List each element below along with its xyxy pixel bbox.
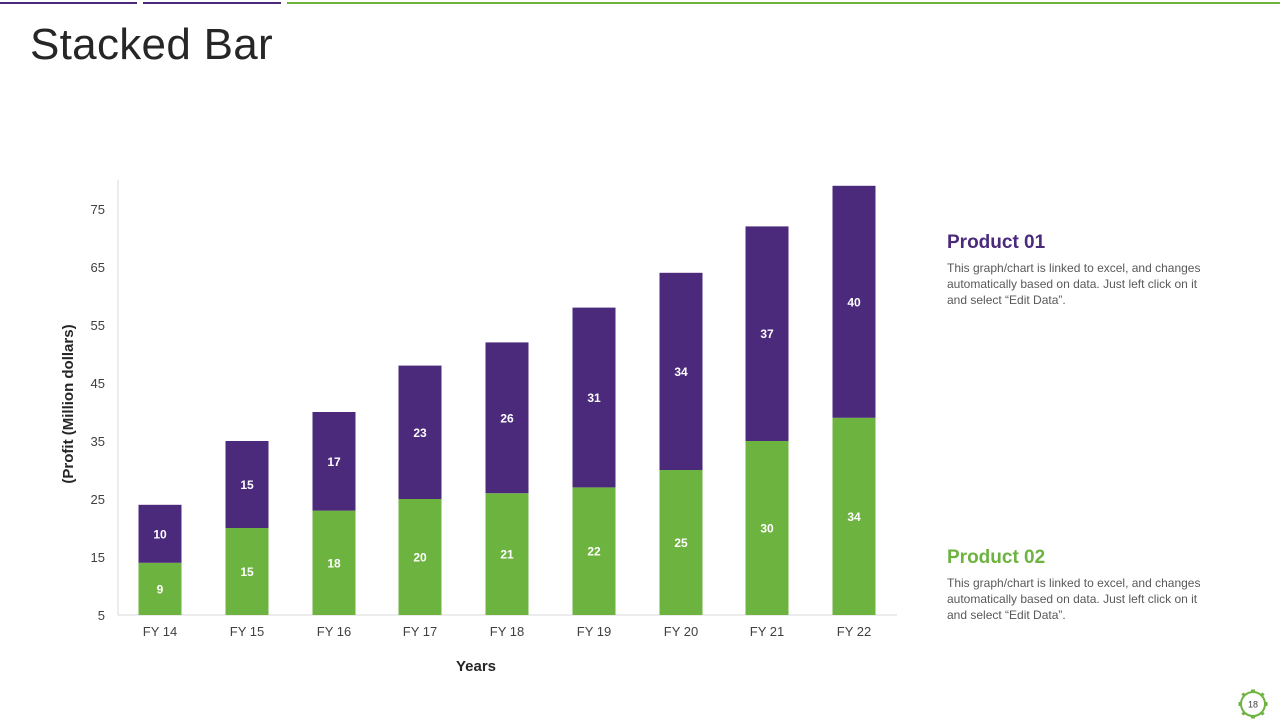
x-tick-label: FY 20 — [664, 624, 698, 639]
bar-segment-product-01 — [225, 441, 269, 528]
bar-segment-product-02 — [138, 562, 182, 615]
bar-segment-product-01 — [572, 307, 616, 488]
page-number: 18 — [1248, 700, 1258, 710]
bar-segment-product-01 — [659, 272, 703, 470]
bar-data-label: 15 — [240, 478, 254, 492]
bar-segment-product-01 — [745, 226, 789, 441]
bar-segment-product-01 — [832, 185, 876, 418]
page-number-badge: 18 — [1238, 689, 1268, 719]
bar-segment-product-02 — [832, 417, 876, 615]
bar-data-label: 15 — [240, 565, 254, 579]
bar-data-label: 34 — [847, 510, 861, 524]
x-tick-label: FY 22 — [837, 624, 871, 639]
y-tick-label: 5 — [98, 608, 105, 623]
y-tick-label: 75 — [91, 202, 105, 217]
x-tick-label: FY 16 — [317, 624, 351, 639]
y-axis-title: (Profit (Million dollars) — [60, 324, 77, 483]
page-title: Stacked Bar — [30, 20, 273, 69]
bar-data-label: 25 — [674, 536, 688, 550]
bar-data-label: 20 — [413, 551, 427, 565]
bar-data-label: 10 — [153, 527, 167, 541]
bar-data-label: 31 — [587, 391, 601, 405]
bar-data-label: 26 — [500, 411, 514, 425]
bar-segment-product-01 — [398, 365, 442, 499]
bar-data-label: 40 — [847, 295, 861, 309]
bar-data-label: 30 — [760, 522, 774, 536]
bar-segment-product-02 — [225, 528, 269, 615]
y-tick-label: 35 — [91, 434, 105, 449]
bar-data-label: 23 — [413, 426, 427, 440]
x-axis-title: Years — [456, 658, 496, 675]
top-rule-purple-2 — [143, 2, 281, 4]
legend-product-01: Product 01 This graph/chart is linked to… — [947, 232, 1209, 308]
y-tick-label: 55 — [91, 318, 105, 333]
legend-product-02-heading: Product 02 — [947, 547, 1046, 568]
bar-data-label: 22 — [587, 545, 601, 559]
bar-segment-product-01 — [485, 342, 529, 494]
x-tick-label: FY 15 — [230, 624, 264, 639]
bar-segment-product-02 — [485, 493, 529, 615]
bar-segment-product-02 — [745, 441, 789, 615]
bar-segment-product-02 — [312, 510, 356, 615]
bar-segment-product-02 — [398, 499, 442, 615]
x-tick-label: FY 21 — [750, 624, 784, 639]
x-tick-label: FY 18 — [490, 624, 524, 639]
top-rule-green — [287, 2, 1280, 4]
y-tick-label: 25 — [91, 492, 105, 507]
bar-segment-product-02 — [659, 470, 703, 615]
legend-product-01-heading: Product 01 — [947, 232, 1046, 253]
bar-segment-product-01 — [312, 412, 356, 511]
bar-data-label: 17 — [327, 455, 341, 469]
top-rule-purple-1 — [0, 2, 137, 4]
y-tick-label: 15 — [91, 550, 105, 565]
legend-product-01-text: This graph/chart is linked to excel, and… — [947, 261, 1201, 307]
bar-data-label: 37 — [760, 327, 774, 341]
x-tick-label: FY 19 — [577, 624, 611, 639]
bar-segment-product-02 — [572, 487, 616, 615]
bar-segment-product-01 — [138, 504, 182, 563]
legend-product-02: Product 02 This graph/chart is linked to… — [947, 547, 1209, 623]
bar-data-label: 34 — [674, 365, 688, 379]
x-tick-label: FY 14 — [143, 624, 177, 639]
bar-data-label: 18 — [327, 556, 341, 570]
bar-data-label: 9 — [157, 582, 164, 596]
y-tick-label: 45 — [91, 376, 105, 391]
legend-product-02-text: This graph/chart is linked to excel, and… — [947, 576, 1201, 622]
x-tick-label: FY 17 — [403, 624, 437, 639]
bar-data-label: 21 — [500, 548, 514, 562]
y-tick-label: 65 — [91, 260, 105, 275]
